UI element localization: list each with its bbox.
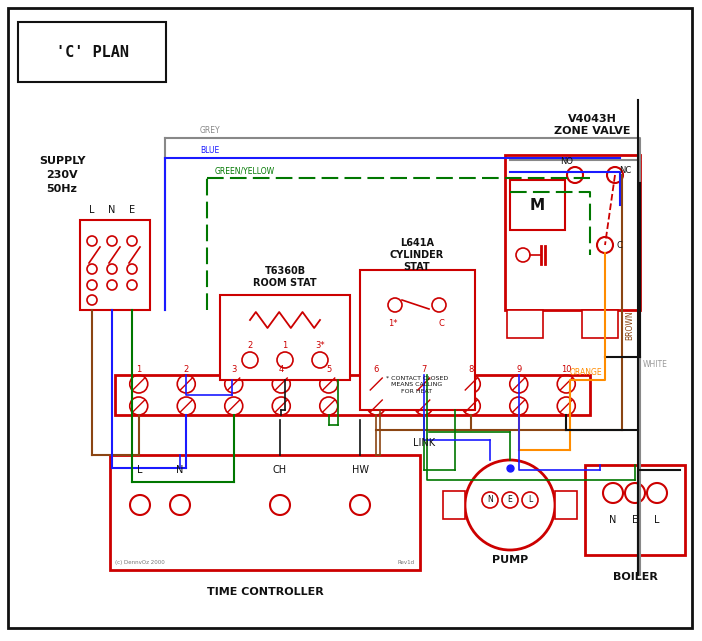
Text: 10: 10: [561, 365, 571, 374]
Text: HW: HW: [352, 465, 369, 475]
Text: BOILER: BOILER: [613, 572, 658, 582]
Text: L: L: [654, 515, 660, 525]
Bar: [555, 491, 577, 519]
Text: V4043H
ZONE VALVE: V4043H ZONE VALVE: [554, 114, 630, 136]
Text: 1: 1: [282, 340, 288, 349]
Text: T6360B
ROOM STAT: T6360B ROOM STAT: [253, 266, 317, 288]
Text: TIME CONTROLLER: TIME CONTROLLER: [206, 587, 324, 597]
Text: 7: 7: [421, 365, 426, 374]
Text: NC: NC: [619, 165, 631, 174]
Text: ORANGE: ORANGE: [570, 368, 602, 377]
Text: SUPPLY
230V
50Hz: SUPPLY 230V 50Hz: [39, 156, 85, 194]
Text: L: L: [89, 205, 95, 215]
Bar: [18, 22, 166, 82]
Text: N: N: [609, 515, 616, 525]
Bar: [507, 310, 543, 338]
Text: 'C' PLAN: 'C' PLAN: [55, 44, 128, 60]
Text: WHITE: WHITE: [643, 360, 668, 369]
Text: Rev1d: Rev1d: [398, 560, 415, 565]
Text: NO: NO: [560, 156, 574, 165]
Text: N: N: [176, 465, 184, 475]
Text: N: N: [487, 495, 493, 504]
Bar: [220, 295, 350, 380]
Text: L: L: [528, 495, 532, 504]
Text: C: C: [438, 319, 444, 328]
Bar: [443, 491, 465, 519]
Text: (c) DennvOz 2000: (c) DennvOz 2000: [115, 560, 165, 565]
Text: CH: CH: [273, 465, 287, 475]
Text: BROWN: BROWN: [625, 310, 634, 340]
Bar: [110, 455, 420, 570]
Text: * CONTACT CLOSED
MEANS CALLING
FOR HEAT: * CONTACT CLOSED MEANS CALLING FOR HEAT: [386, 376, 448, 394]
Text: 5: 5: [326, 365, 331, 374]
Text: PUMP: PUMP: [492, 555, 528, 565]
Text: 3*: 3*: [315, 340, 325, 349]
Text: N: N: [108, 205, 116, 215]
Bar: [505, 155, 640, 310]
Text: 1*: 1*: [388, 319, 398, 328]
Text: BLUE: BLUE: [200, 146, 219, 155]
Text: 2: 2: [184, 365, 189, 374]
Bar: [510, 180, 565, 230]
Text: E: E: [129, 205, 135, 215]
Bar: [360, 270, 475, 410]
Bar: [585, 465, 685, 555]
Text: 4: 4: [279, 365, 284, 374]
Text: M: M: [529, 197, 545, 213]
Text: GREY: GREY: [200, 126, 220, 135]
Text: L641A
CYLINDER
STAT: L641A CYLINDER STAT: [390, 238, 444, 272]
Text: C: C: [616, 240, 622, 249]
Text: E: E: [632, 515, 638, 525]
Text: E: E: [508, 495, 512, 504]
Text: LINK: LINK: [413, 438, 435, 448]
Bar: [80, 220, 150, 310]
Text: 9: 9: [516, 365, 522, 374]
Text: 1: 1: [136, 365, 141, 374]
Text: 2: 2: [247, 340, 253, 349]
Text: 3: 3: [231, 365, 237, 374]
Text: L: L: [138, 465, 143, 475]
Bar: [582, 310, 618, 338]
Text: 6: 6: [373, 365, 379, 374]
Text: 8: 8: [468, 365, 474, 374]
Text: GREEN/YELLOW: GREEN/YELLOW: [215, 166, 275, 175]
Bar: [115, 375, 590, 415]
